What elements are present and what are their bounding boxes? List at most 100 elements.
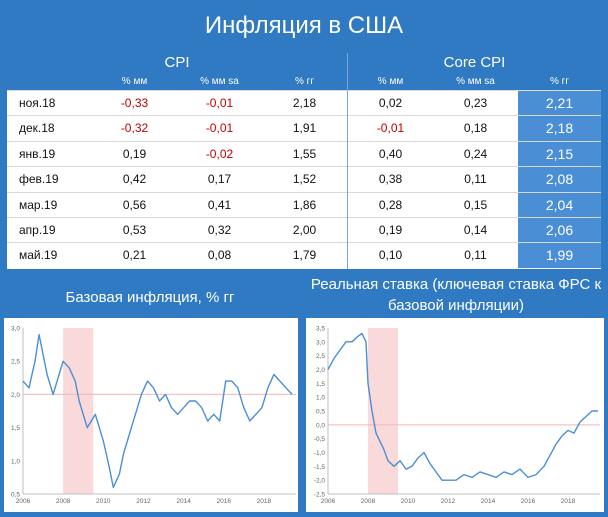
recession-band — [368, 328, 398, 494]
table-cell: 2,00 — [292, 223, 317, 237]
table-cell: 0,17 — [207, 172, 232, 187]
group-header-cpi: CPI — [7, 53, 347, 73]
table-cell: 0,11 — [464, 248, 487, 263]
row-date: фев.19 — [19, 172, 59, 187]
chart-title-core-inflation: Базовая инфляция, % гг — [65, 289, 235, 306]
row-date: ноя.18 — [19, 96, 56, 110]
table-cell: 0,11 — [464, 172, 487, 187]
table-cell: -0,33 — [120, 96, 149, 110]
table-row: ноя.18 -0,33 -0,01 2,18 0,02 0,23 2,21 — [7, 91, 601, 116]
table-cell: -0,01 — [205, 96, 234, 110]
x-tick-label: 2012 — [441, 498, 456, 505]
row-divider — [7, 242, 601, 244]
y-tick-label: 2,5 — [11, 359, 20, 366]
y-tick-label: 1,0 — [11, 458, 20, 465]
y-tick-label: -1,5 — [314, 464, 326, 471]
y-tick-label: -2,0 — [314, 478, 326, 485]
row-divider — [7, 191, 601, 193]
subheader: % мм sa — [433, 73, 518, 90]
table-cell: 0,28 — [378, 197, 403, 212]
table-row: дек.18 -0,32 -0,01 1,91 -0,01 0,18 2,18 — [7, 116, 601, 142]
subheader: % мм — [348, 73, 433, 90]
table-cell: -0,02 — [205, 146, 234, 161]
y-tick-label: 2,0 — [316, 367, 325, 374]
subheader: % мм sa — [177, 73, 262, 90]
group-header-core-cpi: Core CPI — [348, 53, 601, 73]
row-date: апр.19 — [19, 223, 56, 237]
table-cell: -0,01 — [376, 121, 405, 136]
x-tick-label: 2016 — [521, 498, 536, 505]
x-tick-label: 2006 — [321, 498, 336, 505]
table-cell: 0,02 — [378, 96, 403, 110]
page-title: Инфляция в США — [204, 12, 404, 39]
y-tick-label: 3,5 — [316, 326, 325, 333]
table-cell: 0,14 — [463, 223, 488, 237]
series-line — [22, 333, 293, 489]
y-tick-label: 1,5 — [316, 381, 325, 388]
series-line — [327, 332, 598, 481]
y-tick-label: 1,0 — [316, 395, 325, 402]
table-cell: 0,40 — [378, 146, 403, 161]
table-cell: 0,32 — [207, 223, 232, 237]
subheader: % гг — [262, 73, 347, 90]
table-row: мар.19 0,56 0,41 1,86 0,28 0,15 2,04 — [7, 192, 601, 218]
chart-title-real-rate: Реальная ставка (ключевая ставка ФРС к б… — [310, 276, 602, 314]
row-divider — [7, 90, 601, 91]
recession-band — [63, 328, 94, 494]
x-tick-label: 2008 — [56, 498, 71, 505]
table-cell: 1,99 — [518, 243, 601, 269]
table-row: апр.19 0,53 0,32 2,00 0,19 0,14 2,06 — [7, 218, 601, 243]
table-row: май.19 0,21 0,08 1,79 0,10 0,11 1,99 — [7, 243, 601, 269]
column-divider — [347, 53, 348, 269]
table-cell: 2,15 — [518, 141, 601, 167]
table-cell: 0,53 — [122, 223, 147, 237]
x-tick-label: 2012 — [136, 498, 151, 505]
x-tick-label: 2014 — [481, 498, 496, 505]
y-tick-label: 3,0 — [11, 326, 20, 333]
table-cell: 1,52 — [292, 172, 317, 187]
x-tick-label: 2018 — [257, 498, 272, 505]
y-tick-label: 2,0 — [11, 392, 20, 399]
row-divider — [7, 166, 601, 168]
y-tick-label: -2,5 — [314, 492, 326, 499]
table-cell: 2,18 — [518, 116, 601, 142]
table-cell: 2,08 — [518, 167, 601, 193]
table-cell: 0,21 — [122, 248, 147, 263]
row-date: янв.19 — [19, 146, 56, 161]
table-row: янв.19 0,19 -0,02 1,55 0,40 0,24 2,15 — [7, 141, 601, 167]
table-cell: 0,42 — [122, 172, 147, 187]
row-date: мар.19 — [19, 197, 58, 212]
y-tick-label: -1,0 — [314, 450, 326, 457]
chart-core-inflation: 3,0 2,5 2,0 1,5 1,0 0,5 2006 2008 2010 2012 2014 20… — [4, 318, 298, 512]
table-cell: 0,18 — [463, 121, 488, 136]
x-tick-label: 2006 — [16, 498, 31, 505]
y-tick-label: 3,0 — [316, 339, 325, 346]
subheader: % гг — [518, 73, 601, 90]
row-divider — [7, 217, 601, 218]
table-cell: 0,19 — [378, 223, 403, 237]
x-tick-label: 2008 — [361, 498, 376, 505]
table-cell: 0,08 — [207, 248, 232, 263]
x-tick-label: 2010 — [96, 498, 111, 505]
table-cell: -0,32 — [120, 121, 149, 136]
subheader: % мм — [92, 73, 177, 90]
y-tick-label: 0,5 — [11, 492, 20, 499]
y-tick-label: 0,0 — [316, 422, 325, 429]
row-divider — [7, 115, 601, 117]
table-cell: 0,19 — [122, 146, 147, 161]
table-cell: 0,38 — [378, 172, 403, 187]
table-cell: 0,41 — [207, 197, 232, 212]
table-cell: 0,24 — [463, 146, 488, 161]
y-tick-label: 0,5 — [316, 409, 325, 416]
table-cell: 1,79 — [292, 248, 317, 263]
real-rate-svg: 3,5 3,0 2,5 2,0 1,5 1,0 0,5 0,0 -0,5 -1,0 -1,5 -2,0… — [314, 326, 600, 505]
table-cell: 1,91 — [292, 121, 317, 136]
y-tick-label: 1,5 — [11, 425, 20, 432]
table-cell: 2,21 — [518, 91, 601, 116]
x-tick-label: 2018 — [561, 498, 576, 505]
table-cell: 0,10 — [378, 248, 403, 263]
x-tick-label: 2016 — [217, 498, 232, 505]
table-row: фев.19 0,42 0,17 1,52 0,38 0,11 2,08 — [7, 167, 601, 193]
row-divider — [7, 140, 601, 142]
